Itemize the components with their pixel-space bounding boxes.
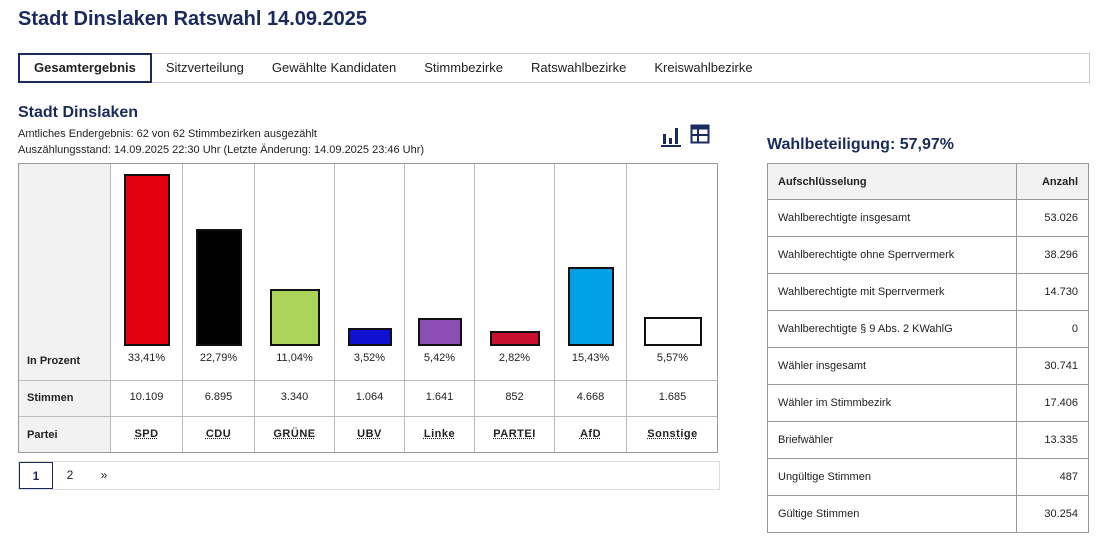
page-next[interactable]: » bbox=[100, 468, 108, 482]
row-label-party: Partei bbox=[27, 429, 58, 441]
bar-cdu[interactable] bbox=[196, 228, 242, 346]
pagination: 1 2 » bbox=[18, 461, 720, 490]
votes-label: 4.668 bbox=[576, 391, 605, 403]
percent-label: 3,52% bbox=[353, 352, 386, 364]
row-value: 30.741 bbox=[1015, 347, 1090, 385]
column-linke: 5,42% 1.641 Linke bbox=[404, 164, 474, 452]
turnout-title: Wahlbeteiligung: 57,97% bbox=[767, 136, 954, 153]
row-label: Gültige Stimmen bbox=[767, 495, 1017, 533]
row-value: 0 bbox=[1015, 310, 1090, 348]
tab-stimmbezirke[interactable]: Stimmbezirke bbox=[424, 60, 503, 75]
header-count: Anzahl bbox=[1015, 163, 1090, 200]
percent-label: 11,04% bbox=[276, 352, 313, 364]
tab-gewaehlte-kandidaten[interactable]: Gewählte Kandidaten bbox=[271, 60, 397, 75]
party-label[interactable]: Sonstige bbox=[647, 428, 698, 440]
table-row: Wahlberechtigte ohne Sperrvermerk 38.296 bbox=[767, 236, 1090, 274]
page-2[interactable]: 2 bbox=[66, 468, 74, 482]
header-breakdown: Aufschlüsselung bbox=[767, 163, 1017, 200]
row-value: 30.254 bbox=[1015, 495, 1090, 533]
party-label[interactable]: Linke bbox=[423, 428, 456, 440]
table-row: Ungültige Stimmen 487 bbox=[767, 458, 1090, 496]
bar-afd[interactable] bbox=[568, 266, 614, 346]
tab-gesamtergebnis[interactable]: Gesamtergebnis bbox=[18, 53, 152, 83]
tab-ratswahlbezirke[interactable]: Ratswahlbezirke bbox=[530, 60, 627, 75]
row-label: Wähler insgesamt bbox=[767, 347, 1017, 385]
row-label-votes: Stimmen bbox=[27, 392, 74, 404]
bar-sonstige[interactable] bbox=[644, 317, 702, 346]
column-spd: 33,41% 10.109 SPD bbox=[110, 164, 182, 452]
column-cdu: 22,79% 6.895 CDU bbox=[182, 164, 254, 452]
page-1[interactable]: 1 bbox=[19, 462, 53, 489]
votes-label: 852 bbox=[505, 391, 524, 403]
column-afd: 15,43% 4.668 AfD bbox=[554, 164, 626, 452]
row-label: Wahlberechtigte insgesamt bbox=[767, 199, 1017, 237]
percent-label: 15,43% bbox=[571, 352, 610, 364]
percent-label: 5,42% bbox=[423, 352, 456, 364]
timestamp: Auszählungsstand: 14.09.2025 22:30 Uhr (… bbox=[18, 144, 425, 156]
results-chart: In Prozent Stimmen Partei 33,41% 10.109 SP… bbox=[18, 163, 718, 453]
votes-label: 1.641 bbox=[425, 391, 454, 403]
row-value: 14.730 bbox=[1015, 273, 1090, 311]
column-sonstige: 5,57% 1.685 Sonstige bbox=[626, 164, 718, 452]
party-label[interactable]: GRÜNE bbox=[273, 428, 316, 440]
percent-label: 2,82% bbox=[498, 352, 531, 364]
bar-chart-icon[interactable] bbox=[660, 124, 682, 148]
row-label: Ungültige Stimmen bbox=[767, 458, 1017, 496]
party-label[interactable]: PARTEI bbox=[493, 428, 536, 440]
table-row: Wähler im Stimmbezirk 17.406 bbox=[767, 384, 1090, 422]
bar-linke[interactable] bbox=[417, 318, 463, 346]
row-label: Wahlberechtigte mit Sperrvermerk bbox=[767, 273, 1017, 311]
section-title: Stadt Dinslaken bbox=[18, 104, 139, 121]
row-label: Wähler im Stimmbezirk bbox=[767, 384, 1017, 422]
table-row: Gültige Stimmen 30.254 bbox=[767, 495, 1090, 533]
table-row: Wahlberechtigte § 9 Abs. 2 KWahlG 0 bbox=[767, 310, 1090, 348]
tab-kreiswahlbezirke[interactable]: Kreiswahlbezirke bbox=[654, 60, 753, 75]
row-value: 17.406 bbox=[1015, 384, 1090, 422]
votes-label: 1.685 bbox=[658, 391, 687, 403]
table-icon[interactable] bbox=[690, 124, 710, 144]
votes-label: 1.064 bbox=[355, 391, 384, 403]
count-status: Amtliches Endergebnis: 62 von 62 Stimmbe… bbox=[18, 128, 317, 140]
column-ubv: 3,52% 1.064 UBV bbox=[334, 164, 404, 452]
percent-label: 22,79% bbox=[199, 352, 238, 364]
page-title: Stadt Dinslaken Ratswahl 14.09.2025 bbox=[18, 8, 368, 30]
table-row: Briefwähler 13.335 bbox=[767, 421, 1090, 459]
table-row: Wähler insgesamt 30.741 bbox=[767, 347, 1090, 385]
row-value: 38.296 bbox=[1015, 236, 1090, 274]
row-value: 487 bbox=[1015, 458, 1090, 496]
tab-sitzverteilung[interactable]: Sitzverteilung bbox=[165, 60, 244, 75]
votes-label: 6.895 bbox=[204, 391, 233, 403]
party-label[interactable]: UBV bbox=[357, 428, 382, 440]
table-row: Wahlberechtigte mit Sperrvermerk 14.730 bbox=[767, 273, 1090, 311]
turnout-table: Aufschlüsselung Anzahl Wahlberechtigte i… bbox=[767, 163, 1090, 533]
column-grüne: 11,04% 3.340 GRÜNE bbox=[254, 164, 334, 452]
row-value: 13.335 bbox=[1015, 421, 1090, 459]
tab-bar: Gesamtergebnis Sitzverteilung Gewählte K… bbox=[18, 53, 1090, 83]
row-label: Wahlberechtigte § 9 Abs. 2 KWahlG bbox=[767, 310, 1017, 348]
bar-partei[interactable] bbox=[489, 331, 541, 346]
bar-grüne[interactable] bbox=[269, 289, 321, 346]
votes-label: 3.340 bbox=[280, 391, 309, 403]
row-label: Wahlberechtigte ohne Sperrvermerk bbox=[767, 236, 1017, 274]
bar-spd[interactable] bbox=[124, 173, 170, 346]
column-partei: 2,82% 852 PARTEI bbox=[474, 164, 554, 452]
votes-label: 10.109 bbox=[129, 391, 164, 403]
party-label[interactable]: CDU bbox=[205, 428, 232, 440]
party-label[interactable]: AfD bbox=[579, 428, 602, 440]
bar-ubv[interactable] bbox=[347, 327, 393, 346]
party-label[interactable]: SPD bbox=[134, 428, 159, 440]
row-label: Briefwähler bbox=[767, 421, 1017, 459]
row-label-percent: In Prozent bbox=[27, 355, 81, 367]
table-row: Wahlberechtigte insgesamt 53.026 bbox=[767, 199, 1090, 237]
percent-label: 33,41% bbox=[127, 352, 166, 364]
percent-label: 5,57% bbox=[656, 352, 689, 364]
row-value: 53.026 bbox=[1015, 199, 1090, 237]
